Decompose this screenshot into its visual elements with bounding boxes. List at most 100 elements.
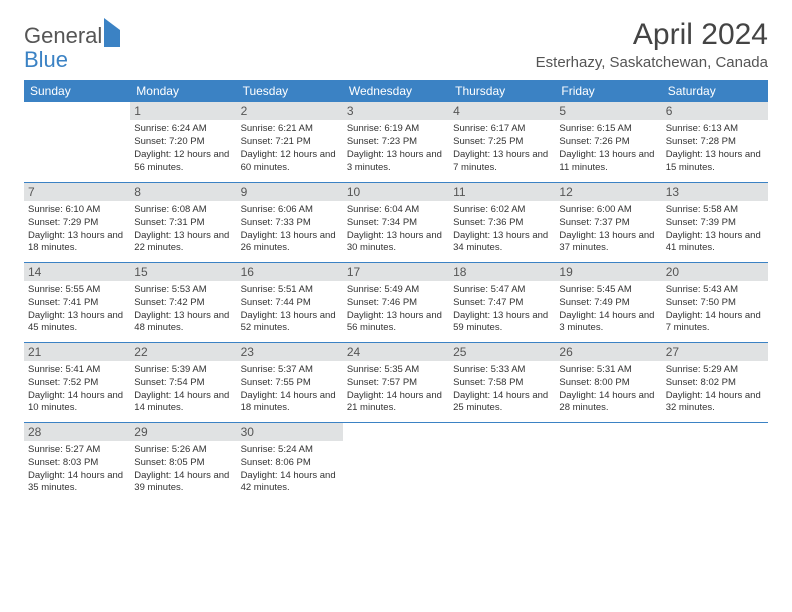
calendar-cell [449,422,555,502]
day-detail: Sunrise: 6:04 AMSunset: 7:34 PMDaylight:… [347,204,445,255]
day-detail: Sunrise: 5:45 AMSunset: 7:49 PMDaylight:… [559,284,657,335]
day-number: 25 [449,343,555,361]
day-detail: Sunrise: 6:08 AMSunset: 7:31 PMDaylight:… [134,204,232,255]
day-number: 30 [237,423,343,441]
calendar-cell [555,422,661,502]
weekday-header: Thursday [449,80,555,102]
day-number: 19 [555,263,661,281]
day-number: 1 [130,102,236,120]
calendar-cell: 10 Sunrise: 6:04 AMSunset: 7:34 PMDayligh… [343,182,449,262]
day-detail: Sunrise: 5:53 AMSunset: 7:42 PMDaylight:… [134,284,232,335]
weekday-header: Wednesday [343,80,449,102]
day-number: 22 [130,343,236,361]
day-number: 15 [130,263,236,281]
calendar-cell: 1 Sunrise: 6:24 AMSunset: 7:20 PMDaylight… [130,102,236,182]
calendar-cell [343,422,449,502]
day-number: 5 [555,102,661,120]
calendar-cell: 24 Sunrise: 5:35 AMSunset: 7:57 PMDayligh… [343,342,449,422]
day-number: 2 [237,102,343,120]
calendar-cell: 16 Sunrise: 5:51 AMSunset: 7:44 PMDayligh… [237,262,343,342]
calendar-cell: 9 Sunrise: 6:06 AMSunset: 7:33 PMDaylight… [237,182,343,262]
day-number: 4 [449,102,555,120]
day-detail: Sunrise: 5:49 AMSunset: 7:46 PMDaylight:… [347,284,445,335]
calendar-table: SundayMondayTuesdayWednesdayThursdayFrid… [24,80,768,502]
day-number: 8 [130,183,236,201]
day-number: 16 [237,263,343,281]
calendar-week-row: 28Sunrise: 5:27 AMSunset: 8:03 PMDayligh… [24,422,768,502]
weekday-header: Saturday [662,80,768,102]
calendar-cell: 30 Sunrise: 5:24 AMSunset: 8:06 PMDayligh… [237,422,343,502]
day-detail: Sunrise: 6:17 AMSunset: 7:25 PMDaylight:… [453,123,551,174]
day-number: 23 [237,343,343,361]
calendar-cell: 18 Sunrise: 5:47 AMSunset: 7:47 PMDayligh… [449,262,555,342]
day-number: 10 [343,183,449,201]
day-number: 17 [343,263,449,281]
day-detail: Sunrise: 5:51 AMSunset: 7:44 PMDaylight:… [241,284,339,335]
calendar-cell: 21 Sunrise: 5:41 AMSunset: 7:52 PMDayligh… [24,342,130,422]
calendar-week-row: 7Sunrise: 6:10 AMSunset: 7:29 PMDaylight… [24,182,768,262]
calendar-cell: 14 Sunrise: 5:55 AMSunset: 7:41 PMDayligh… [24,262,130,342]
day-detail: Sunrise: 5:58 AMSunset: 7:39 PMDaylight:… [666,204,764,255]
day-number: 11 [449,183,555,201]
day-detail: Sunrise: 6:13 AMSunset: 7:28 PMDaylight:… [666,123,764,174]
calendar-cell: 2 Sunrise: 6:21 AMSunset: 7:21 PMDaylight… [237,102,343,182]
day-number: 21 [24,343,130,361]
calendar-cell: 20Sunrise: 5:43 AMSunset: 7:50 PMDayligh… [662,262,768,342]
brand-logo: General Blue [24,18,120,72]
weekday-header: Sunday [24,80,130,102]
calendar-header-row: SundayMondayTuesdayWednesdayThursdayFrid… [24,80,768,102]
day-number: 26 [555,343,661,361]
day-number: 28 [24,423,130,441]
day-detail: Sunrise: 6:06 AMSunset: 7:33 PMDaylight:… [241,204,339,255]
calendar-cell: 15 Sunrise: 5:53 AMSunset: 7:42 PMDayligh… [130,262,236,342]
day-detail: Sunrise: 5:26 AMSunset: 8:05 PMDaylight:… [134,444,232,495]
day-detail: Sunrise: 5:35 AMSunset: 7:57 PMDaylight:… [347,364,445,415]
calendar-cell: 25 Sunrise: 5:33 AMSunset: 7:58 PMDayligh… [449,342,555,422]
day-detail: Sunrise: 5:41 AMSunset: 7:52 PMDaylight:… [28,364,126,415]
day-number: 29 [130,423,236,441]
brand-word1: General [24,23,102,48]
day-number: 20 [662,263,768,281]
day-number: 14 [24,263,130,281]
day-detail: Sunrise: 6:24 AMSunset: 7:20 PMDaylight:… [134,123,232,174]
calendar-cell: 13Sunrise: 5:58 AMSunset: 7:39 PMDayligh… [662,182,768,262]
day-number: 9 [237,183,343,201]
calendar-cell [662,422,768,502]
day-detail: Sunrise: 6:19 AMSunset: 7:23 PMDaylight:… [347,123,445,174]
day-detail: Sunrise: 6:21 AMSunset: 7:21 PMDaylight:… [241,123,339,174]
day-number: 24 [343,343,449,361]
calendar-cell: 5 Sunrise: 6:15 AMSunset: 7:26 PMDaylight… [555,102,661,182]
calendar-cell: 19 Sunrise: 5:45 AMSunset: 7:49 PMDayligh… [555,262,661,342]
day-detail: Sunrise: 5:55 AMSunset: 7:41 PMDaylight:… [28,284,126,335]
brand-word2: Blue [24,47,68,72]
day-detail: Sunrise: 5:24 AMSunset: 8:06 PMDaylight:… [241,444,339,495]
calendar-body: .1 Sunrise: 6:24 AMSunset: 7:20 PMDayligh… [24,102,768,502]
day-number: 18 [449,263,555,281]
day-detail: Sunrise: 5:33 AMSunset: 7:58 PMDaylight:… [453,364,551,415]
month-title: April 2024 [536,18,768,52]
calendar-cell: 7Sunrise: 6:10 AMSunset: 7:29 PMDaylight… [24,182,130,262]
weekday-header: Tuesday [237,80,343,102]
title-block: April 2024 Esterhazy, Saskatchewan, Cana… [536,18,768,71]
calendar-cell: 4 Sunrise: 6:17 AMSunset: 7:25 PMDaylight… [449,102,555,182]
day-number: 27 [662,343,768,361]
calendar-cell: 8 Sunrise: 6:08 AMSunset: 7:31 PMDaylight… [130,182,236,262]
day-detail: Sunrise: 5:39 AMSunset: 7:54 PMDaylight:… [134,364,232,415]
day-detail: Sunrise: 6:15 AMSunset: 7:26 PMDaylight:… [559,123,657,174]
calendar-cell: 29 Sunrise: 5:26 AMSunset: 8:05 PMDayligh… [130,422,236,502]
location-label: Esterhazy, Saskatchewan, Canada [536,54,768,71]
day-detail: Sunrise: 5:37 AMSunset: 7:55 PMDaylight:… [241,364,339,415]
day-detail: Sunrise: 6:10 AMSunset: 7:29 PMDaylight:… [28,204,126,255]
weekday-header: Friday [555,80,661,102]
day-number: 6 [662,102,768,120]
page-header: General Blue April 2024 Esterhazy, Saska… [24,18,768,72]
calendar-cell: 3Sunrise: 6:19 AMSunset: 7:23 PMDaylight… [343,102,449,182]
calendar-cell: 23 Sunrise: 5:37 AMSunset: 7:55 PMDayligh… [237,342,343,422]
day-number: 12 [555,183,661,201]
calendar-cell: 6 Sunrise: 6:13 AMSunset: 7:28 PMDaylight… [662,102,768,182]
calendar-cell: . [24,102,130,182]
day-detail: Sunrise: 5:47 AMSunset: 7:47 PMDaylight:… [453,284,551,335]
calendar-cell: 11Sunrise: 6:02 AMSunset: 7:36 PMDayligh… [449,182,555,262]
day-detail: Sunrise: 5:29 AMSunset: 8:02 PMDaylight:… [666,364,764,415]
calendar-cell: 12Sunrise: 6:00 AMSunset: 7:37 PMDayligh… [555,182,661,262]
